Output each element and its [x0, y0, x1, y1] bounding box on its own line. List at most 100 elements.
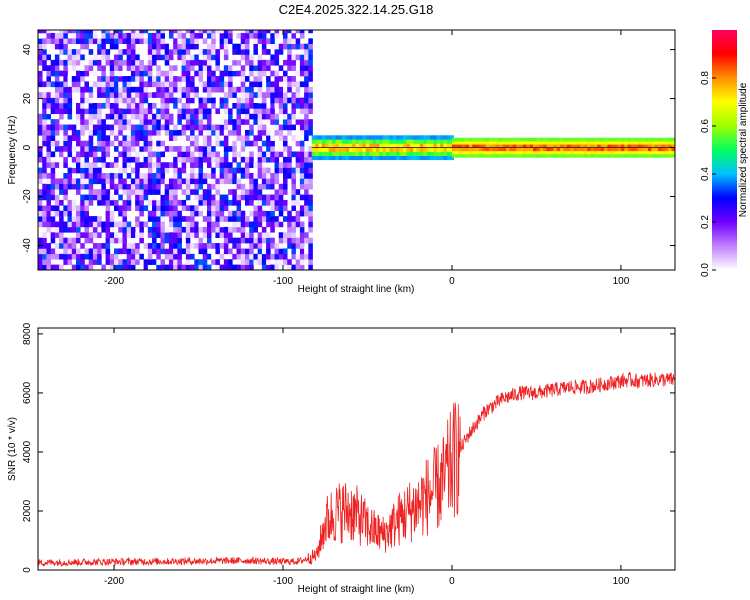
heatmap-cell	[164, 199, 170, 206]
heatmap-cell	[173, 124, 178, 131]
heatmap-cell	[440, 151, 444, 157]
heatmap-cell	[274, 205, 280, 212]
heatmap-cell	[122, 140, 128, 147]
heatmap-cell	[92, 54, 98, 61]
heatmap-cell	[614, 150, 618, 155]
heatmap-cell	[570, 144, 574, 148]
heatmap-cell	[516, 154, 520, 158]
heatmap-cell	[198, 113, 204, 120]
heatmap-cell	[88, 32, 94, 39]
heatmap-cell	[509, 150, 514, 155]
heatmap-cell	[311, 135, 316, 140]
heatmap-cell	[97, 167, 102, 174]
heatmap-cell	[143, 70, 149, 77]
heatmap-cell	[458, 144, 463, 148]
heatmap-cell	[617, 144, 622, 148]
heatmap-cell	[156, 189, 161, 195]
heatmap-cell	[202, 226, 208, 233]
heatmap-cell	[59, 108, 64, 115]
heatmap-cell	[80, 54, 85, 61]
heatmap-cell	[135, 32, 140, 39]
heatmap-cell	[620, 137, 625, 142]
heatmap-cell	[223, 183, 229, 190]
heatmap-cell	[253, 92, 258, 98]
heatmap-cell	[266, 113, 271, 120]
heatmap-cell	[240, 253, 246, 260]
heatmap-cell	[130, 146, 136, 152]
heatmap-cell	[84, 178, 89, 185]
heatmap-cell	[402, 147, 407, 152]
heatmap-cell	[54, 146, 60, 152]
heatmap-cell	[512, 154, 517, 158]
heatmap-cell	[147, 146, 153, 152]
heatmap-cell	[54, 124, 60, 131]
heatmap-cell	[122, 97, 128, 104]
heatmap-cell	[664, 144, 669, 148]
heatmap-cell	[177, 210, 182, 217]
heatmap-cell	[299, 162, 305, 168]
heatmap-cell	[54, 189, 60, 195]
heatmap-cell	[130, 178, 136, 185]
heatmap-cell	[244, 43, 250, 50]
spectrogram-y-label: Frequency (Hz)	[7, 116, 18, 185]
heatmap-cell	[190, 32, 195, 39]
heatmap-cell	[379, 139, 383, 144]
heatmap-cell	[97, 216, 102, 222]
heatmap-cell	[232, 65, 237, 71]
heatmap-cell	[219, 162, 225, 168]
heatmap-cell	[529, 150, 534, 155]
heatmap-cell	[46, 30, 51, 34]
x-tick-label: 100	[613, 276, 630, 287]
heatmap-cell	[198, 226, 204, 233]
heatmap-cell	[304, 54, 309, 61]
heatmap-cell	[278, 151, 284, 158]
heatmap-cell	[287, 54, 292, 61]
heatmap-cell	[160, 167, 166, 174]
heatmap-cell	[211, 49, 216, 55]
heatmap-cell	[101, 124, 106, 131]
heatmap-cell	[274, 70, 280, 77]
heatmap-cell	[42, 173, 47, 179]
heatmap-cell	[215, 124, 220, 131]
heatmap-cell	[181, 65, 187, 71]
y-tick-label: 40	[22, 44, 33, 56]
heatmap-cell	[109, 86, 115, 93]
heatmap-cell	[105, 97, 111, 104]
heatmap-cell	[338, 135, 343, 140]
heatmap-cell	[177, 70, 182, 77]
heatmap-cell	[67, 173, 73, 179]
heatmap-cell	[206, 54, 212, 61]
heatmap-cell	[607, 141, 612, 145]
heatmap-cell	[80, 119, 85, 125]
heatmap-cell	[219, 264, 225, 270]
heatmap-cell	[50, 173, 56, 179]
heatmap-cell	[160, 102, 166, 109]
heatmap-cell	[76, 183, 81, 190]
heatmap-cell	[274, 167, 280, 174]
heatmap-cell	[160, 86, 166, 93]
heatmap-cell	[101, 226, 106, 233]
heatmap-cell	[654, 150, 659, 155]
heatmap-cell	[529, 154, 534, 158]
heatmap-cell	[485, 144, 490, 148]
heatmap-cell	[109, 43, 115, 50]
heatmap-cell	[130, 259, 136, 265]
heatmap-cell	[38, 259, 43, 265]
heatmap-cell	[287, 221, 292, 228]
heatmap-cell	[88, 189, 94, 195]
heatmap-cell	[446, 155, 451, 161]
heatmap-cell	[190, 243, 195, 249]
heatmap-cell	[219, 232, 225, 238]
heatmap-cell	[143, 81, 149, 88]
heatmap-cell	[658, 137, 662, 142]
heatmap-cell	[637, 154, 642, 158]
heatmap-cell	[67, 221, 73, 228]
heatmap-cell	[304, 49, 309, 55]
heatmap-cell	[236, 97, 242, 104]
heatmap-cell	[185, 173, 191, 179]
heatmap-cell	[101, 38, 106, 45]
heatmap-cell	[270, 183, 275, 190]
heatmap-cell	[610, 150, 615, 155]
heatmap-cell	[130, 108, 136, 115]
heatmap-cell	[76, 54, 81, 61]
